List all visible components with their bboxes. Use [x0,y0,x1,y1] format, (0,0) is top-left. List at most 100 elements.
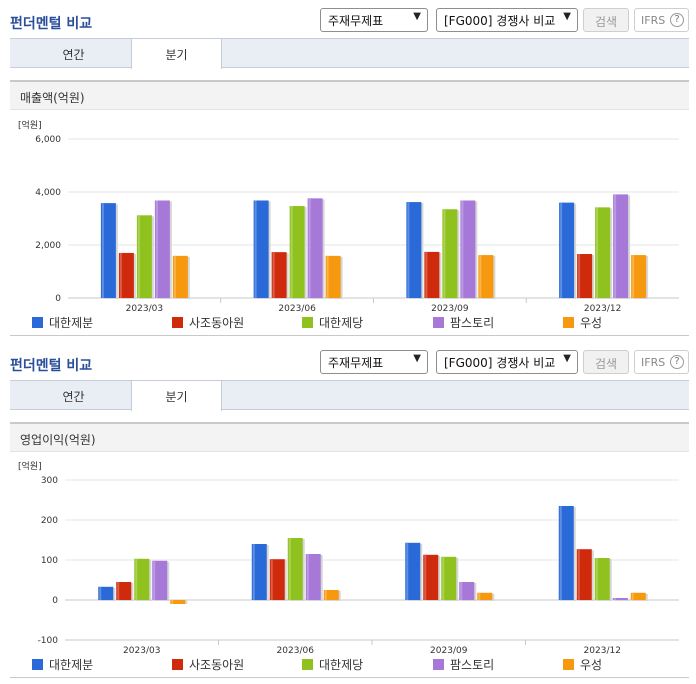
bar-highlight [577,549,580,600]
bar [116,582,132,600]
bar-highlight [595,558,598,600]
bar [477,592,493,600]
bar [325,255,341,298]
bar [152,560,168,600]
x-tick-label: 2023/12 [584,646,621,654]
bar [460,200,476,298]
y-tick-label: 2,000 [35,241,61,251]
legend-swatch [302,659,313,670]
bar [100,203,116,298]
bar [631,255,647,298]
y-tick-label: 4,000 [35,188,61,198]
tab-annual[interactable]: 연간 [62,48,85,62]
bar [305,554,321,600]
statement-select[interactable]: 주재무제표 ▼ [320,350,428,374]
bar [172,255,188,298]
legend-item[interactable]: 대한제분 [32,314,93,331]
legend-item[interactable]: 대한제분 [32,656,93,673]
operating-profit-chart-box: 영업이익(억원) [억원] -100 0 100 200 300 2023/03 2023/0… [10,422,689,678]
legend-label: 대한제분 [49,658,94,672]
page-title: 펀더멘털 비교 [10,16,93,32]
legend-swatch [563,659,574,670]
help-icon[interactable]: ? [670,13,684,27]
legend-item[interactable]: 우성 [563,656,602,673]
legend-swatch [172,659,183,670]
bar-highlight [406,542,409,600]
bar-highlight [137,215,140,298]
tab-quarter[interactable]: 분기 [131,381,222,411]
bar-highlight [99,586,102,600]
bar-highlight [290,206,293,298]
legend-label: 대한제당 [319,658,364,672]
x-tick-label: 2023/09 [431,304,469,312]
section-toolbar: 펀더멘털 비교 주재무제표 ▼ [FG000] 경쟁사 비교 ▼ 검색 IFRS… [0,0,696,38]
bar-highlight [155,200,158,298]
legend-item[interactable]: 사조동아원 [172,656,244,673]
bar [405,542,421,600]
x-tick-label: 2023/06 [278,304,316,312]
ifrs-button[interactable]: IFRS ? [634,8,689,32]
chart-legend: 대한제분 사조동아원 대한제당 팜스토리 우성 [32,314,692,332]
legend-item[interactable]: 사조동아원 [172,314,244,331]
bar-highlight [443,209,446,298]
legend-swatch [433,317,444,328]
bar-highlight [631,592,634,600]
x-tick-label: 2023/03 [126,304,163,312]
bar-highlight [560,202,563,298]
bar-highlight [101,203,104,298]
bar [307,198,323,298]
bar [170,600,186,604]
ifrs-button[interactable]: IFRS ? [634,350,689,374]
bar [136,215,152,298]
bar-highlight [614,194,617,298]
chart-heading: 영업이익(억원) [10,424,689,452]
y-tick-label: 0 [52,596,58,606]
bar [118,252,134,298]
bar-highlight [559,506,562,600]
legend-label: 팜스토리 [450,658,495,672]
legend-label: 사조동아원 [189,316,245,330]
revenue-chart-box: 매출액(억원) [억원] 0 2,000 4,000 6,000 2023/03 2023/… [10,80,689,336]
bar [576,549,592,600]
bar [559,202,575,298]
tab-annual[interactable]: 연간 [62,390,85,404]
y-tick-label: 100 [41,556,58,566]
search-button[interactable]: 검색 [583,8,629,32]
bar-highlight [173,255,176,298]
legend-swatch [32,659,43,670]
bar-highlight [479,255,482,298]
search-button[interactable]: 검색 [583,350,629,374]
peer-select[interactable]: [FG000] 경쟁사 비교 ▼ [436,8,578,32]
legend-item[interactable]: 대한제당 [302,656,363,673]
legend-item[interactable]: 팜스토리 [433,656,494,673]
bar [289,206,305,298]
bar [253,200,269,298]
x-tick-label: 2023/03 [123,646,160,654]
bar-highlight [270,559,273,600]
bar [287,538,303,600]
bar-highlight [135,558,138,600]
y-tick-label: -100 [38,636,59,646]
tab-quarter[interactable]: 분기 [131,39,222,69]
legend-swatch [172,317,183,328]
x-tick-label: 2023/09 [430,646,468,654]
help-icon[interactable]: ? [670,355,684,369]
legend-swatch [302,317,313,328]
legend-swatch [433,659,444,670]
page-title: 펀더멘털 비교 [10,358,93,374]
bar-highlight [632,255,635,298]
bar [459,582,475,600]
x-tick-label: 2023/06 [277,646,315,654]
bar [613,194,629,298]
legend-item[interactable]: 대한제당 [302,314,363,331]
bar [612,598,628,600]
legend-item[interactable]: 우성 [563,314,602,331]
section-toolbar: 펀더멘털 비교 주재무제표 ▼ [FG000] 경쟁사 비교 ▼ 검색 IFRS… [0,342,696,380]
peer-select[interactable]: [FG000] 경쟁사 비교 ▼ [436,350,578,374]
statement-select[interactable]: 주재무제표 ▼ [320,8,428,32]
y-tick-label: 6,000 [35,135,61,145]
legend-item[interactable]: 팜스토리 [433,314,494,331]
peer-select-value: [FG000] 경쟁사 비교 [444,14,556,28]
bar [271,252,287,298]
peer-select-value: [FG000] 경쟁사 비교 [444,356,556,370]
